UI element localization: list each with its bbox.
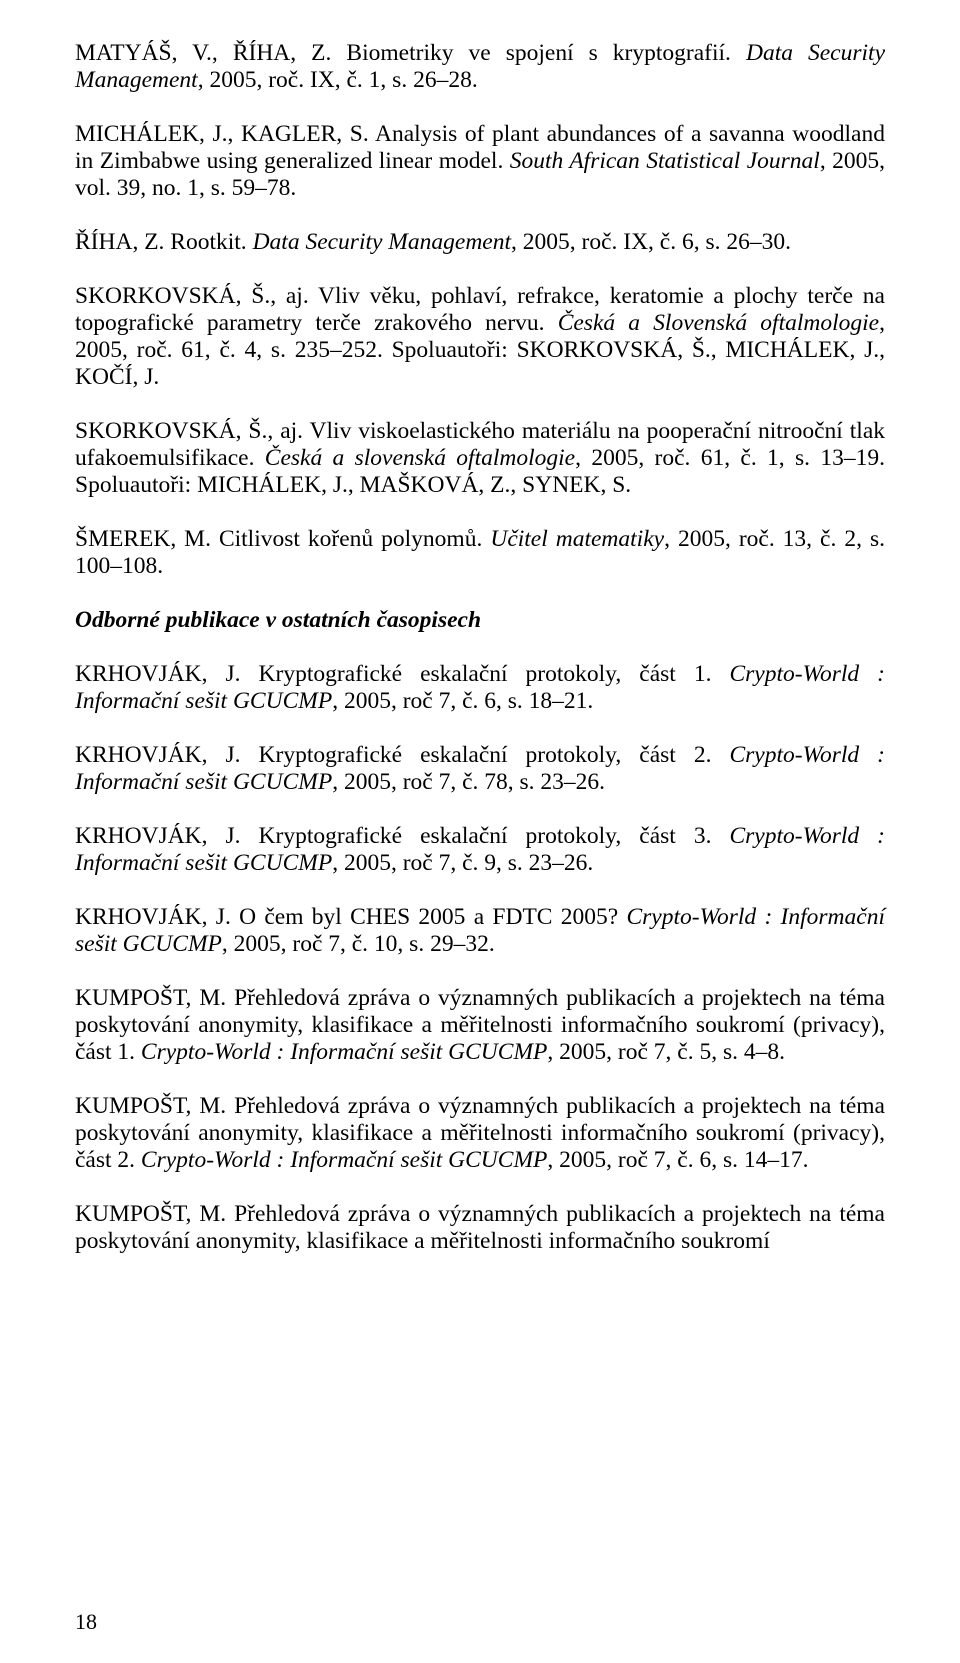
section-heading: Odborné publikace v ostatních časopisech: [75, 607, 885, 634]
bibliography-entry: KUMPOŠT, M. Přehledová zpráva o významný…: [75, 1093, 885, 1174]
bibliography-entry: KRHOVJÁK, J. Kryptografické eskalační pr…: [75, 742, 885, 796]
bibliography-entry: ŘÍHA, Z. Rootkit. Data Security Manageme…: [75, 229, 885, 256]
bibliography-entry: KRHOVJÁK, J. O čem byl CHES 2005 a FDTC …: [75, 904, 885, 958]
document-page: MATYÁŠ, V., ŘÍHA, Z. Biometriky ve spoje…: [0, 0, 960, 1663]
bibliography-entry: KRHOVJÁK, J. Kryptografické eskalační pr…: [75, 661, 885, 715]
bibliography-entry: MICHÁLEK, J., KAGLER, S. Analysis of pla…: [75, 121, 885, 202]
bibliography-entry: KUMPOŠT, M. Přehledová zpráva o významný…: [75, 1201, 885, 1255]
bibliography-entry: KRHOVJÁK, J. Kryptografické eskalační pr…: [75, 823, 885, 877]
bibliography-entry: SKORKOVSKÁ, Š., aj. Vliv věku, pohlaví, …: [75, 283, 885, 391]
bibliography-entry: SKORKOVSKÁ, Š., aj. Vliv viskoelastickéh…: [75, 418, 885, 499]
bibliography-entry: ŠMEREK, M. Citlivost kořenů polynomů. Uč…: [75, 526, 885, 580]
bibliography-entry: MATYÁŠ, V., ŘÍHA, Z. Biometriky ve spoje…: [75, 40, 885, 94]
bibliography-entry: KUMPOŠT, M. Přehledová zpráva o významný…: [75, 985, 885, 1066]
page-number: 18: [75, 1609, 97, 1635]
